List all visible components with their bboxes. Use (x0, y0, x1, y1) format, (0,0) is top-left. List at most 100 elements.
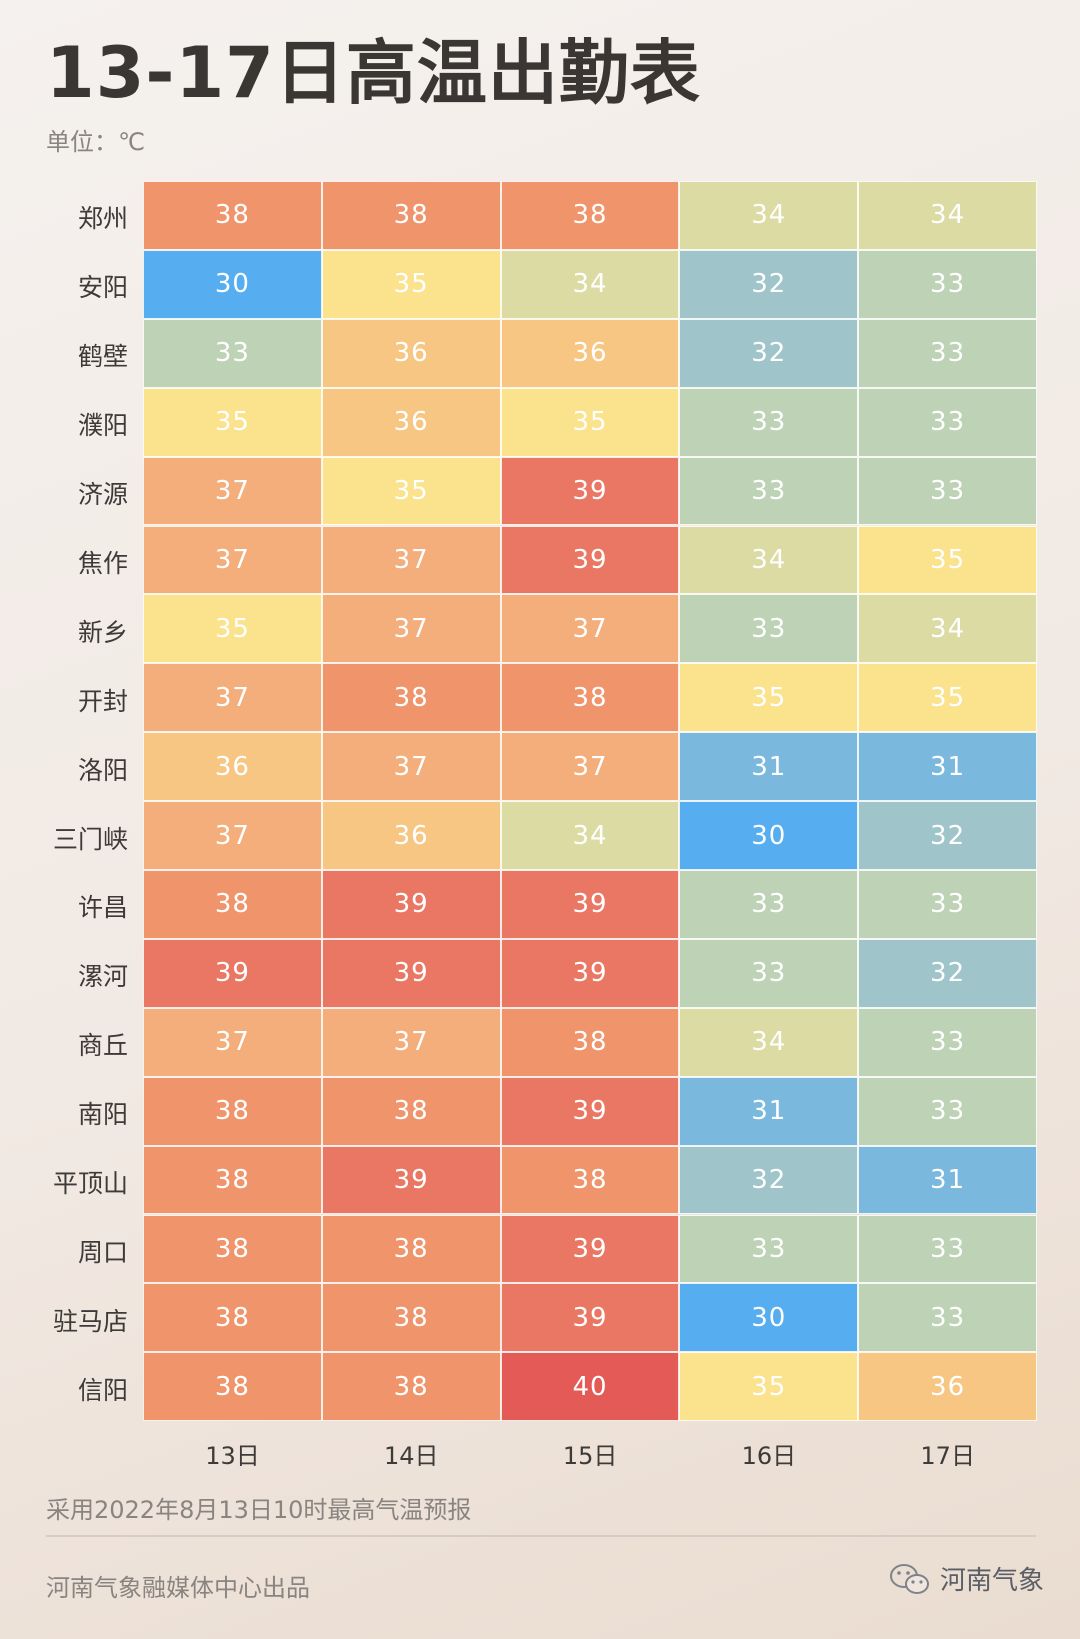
wechat-icon (888, 1561, 932, 1597)
heatmap-cell: 30 (679, 1283, 859, 1353)
row-label: 鹤壁 (77, 342, 128, 372)
brand: 河南气象 (888, 1560, 1044, 1597)
row-label: 郑州 (77, 204, 128, 234)
heatmap-cell: 38 (321, 181, 501, 250)
heatmap-cell: 38 (143, 181, 322, 250)
heatmap-cell: 33 (679, 387, 859, 457)
column-label: 14日 (384, 1442, 439, 1470)
row-label: 洛阳 (77, 755, 128, 785)
heatmap-cell: 39 (500, 456, 680, 526)
heatmap-cell: 36 (858, 1352, 1037, 1422)
heatmap-cell: 32 (679, 318, 859, 388)
heatmap-cell: 39 (321, 938, 501, 1008)
heatmap-cell: 38 (143, 870, 322, 939)
heatmap-cell: 35 (858, 525, 1037, 595)
heatmap-cell: 37 (143, 801, 322, 870)
heatmap-cell: 34 (500, 801, 680, 870)
heatmap-cell: 33 (858, 456, 1037, 526)
heatmap-cell: 32 (679, 249, 859, 319)
heatmap-cell: 38 (500, 1145, 680, 1215)
heatmap-cell: 37 (143, 525, 322, 595)
heatmap-cell: 33 (679, 456, 859, 526)
heatmap-cell: 33 (858, 1076, 1037, 1146)
heatmap-cell: 32 (679, 1145, 859, 1215)
divider (46, 1535, 1036, 1537)
heatmap-cell: 39 (500, 938, 680, 1008)
heatmap-cell: 33 (858, 387, 1037, 457)
heatmap-cell: 39 (143, 938, 322, 1008)
heatmap-cell: 34 (679, 1007, 859, 1077)
heatmap-cell: 33 (679, 1214, 859, 1284)
heatmap-cell: 38 (500, 1007, 680, 1077)
row-label: 漯河 (77, 962, 128, 992)
heatmap-cell: 38 (321, 1076, 501, 1146)
heatmap-cell: 34 (500, 249, 680, 319)
heatmap-cell: 32 (858, 938, 1037, 1008)
heatmap-cell: 36 (321, 318, 501, 388)
brand-name: 河南气象 (939, 1566, 1044, 1596)
heatmap-cell: 35 (858, 663, 1037, 733)
column-label: 13日 (205, 1442, 260, 1470)
heatmap-cell: 35 (143, 387, 322, 457)
heatmap-cell: 34 (858, 181, 1037, 250)
heatmap-cell: 37 (321, 594, 501, 664)
heatmap-cell: 35 (500, 387, 680, 457)
row-label: 开封 (77, 686, 128, 716)
column-label: 16日 (741, 1442, 797, 1470)
heatmap-cell: 33 (679, 938, 859, 1008)
row-label: 三门峡 (52, 824, 128, 854)
heatmap-cell: 34 (858, 594, 1037, 664)
heatmap-cell: 37 (143, 456, 322, 526)
heatmap-cell: 38 (143, 1214, 322, 1284)
row-label: 新乡 (77, 617, 128, 647)
heatmap-cell: 37 (143, 1007, 322, 1077)
heatmap-cell: 35 (679, 1352, 859, 1422)
heatmap-cell: 38 (500, 663, 680, 733)
heatmap-cell: 35 (679, 663, 859, 733)
heatmap-cell: 39 (500, 1283, 680, 1353)
credit-text: 河南气象融媒体中心出品 (46, 1574, 310, 1602)
heatmap-cell: 37 (321, 732, 501, 802)
row-label: 焦作 (77, 548, 128, 578)
heatmap-cell: 33 (858, 249, 1037, 319)
heatmap-cell: 38 (143, 1076, 322, 1146)
heatmap-cell: 39 (321, 1145, 501, 1215)
row-label: 济源 (77, 480, 128, 510)
heatmap-cell: 33 (679, 594, 859, 664)
heatmap-cell: 34 (679, 181, 859, 250)
row-label: 濮阳 (77, 411, 128, 441)
heatmap-cell: 31 (679, 1076, 859, 1146)
heatmap-cell: 32 (858, 801, 1037, 870)
heatmap-cell: 38 (143, 1283, 322, 1353)
heatmap-cell: 33 (143, 318, 322, 388)
heatmap-cell: 37 (143, 663, 322, 733)
heatmap-cell: 39 (500, 1076, 680, 1146)
heatmap-cell: 30 (679, 801, 859, 870)
heatmap-cell: 30 (143, 249, 322, 319)
heatmap-cell: 35 (321, 249, 501, 319)
row-label: 驻马店 (52, 1306, 128, 1336)
heatmap-cell: 34 (679, 525, 859, 595)
row-label: 周口 (77, 1237, 128, 1267)
heatmap-cell: 39 (321, 870, 501, 939)
heatmap-cell: 38 (321, 1283, 501, 1353)
heatmap-cell: 39 (500, 870, 680, 939)
heatmap-cell: 33 (858, 1007, 1037, 1077)
heatmap-cell: 39 (500, 1214, 680, 1284)
heatmap-cell: 37 (321, 1007, 501, 1077)
heatmap-cell: 31 (858, 732, 1037, 802)
row-label: 商丘 (77, 1031, 128, 1061)
heatmap-cell: 35 (143, 594, 322, 664)
heatmap-cell: 38 (321, 663, 501, 733)
row-label: 平顶山 (52, 1169, 128, 1199)
heatmap-cell: 33 (858, 1214, 1037, 1284)
heatmap-cell: 36 (143, 732, 322, 802)
heatmap-cell: 33 (679, 870, 859, 939)
heatmap-cell: 36 (321, 387, 501, 457)
row-label: 许昌 (77, 893, 128, 923)
page-title: 13-17日高温出勤表 (46, 32, 701, 114)
heatmap-cell: 39 (500, 525, 680, 595)
heatmap-cell: 33 (858, 870, 1037, 939)
heatmap-cell: 35 (321, 456, 501, 526)
heatmap-cell: 37 (321, 525, 501, 595)
